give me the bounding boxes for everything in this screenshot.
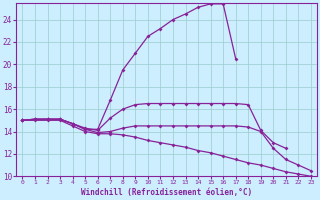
X-axis label: Windchill (Refroidissement éolien,°C): Windchill (Refroidissement éolien,°C) [81, 188, 252, 197]
